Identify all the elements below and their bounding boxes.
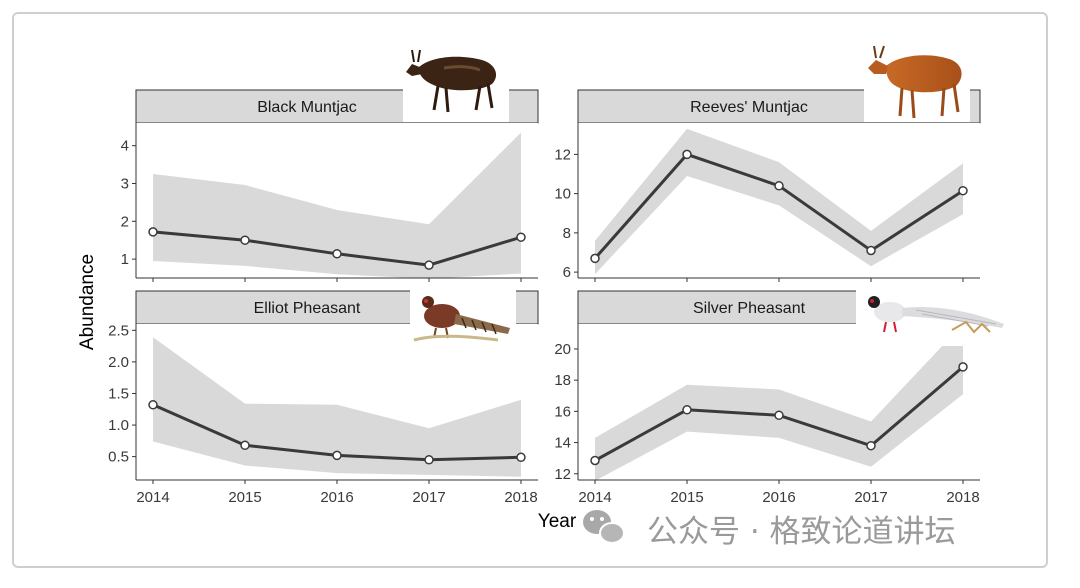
x-axis-title: Year <box>538 511 577 532</box>
y-tick-label: 10 <box>554 186 571 203</box>
y-tick-label: 6 <box>563 264 571 281</box>
data-point <box>240 235 250 245</box>
data-point <box>148 227 158 237</box>
watermark-text: 公众号 · 格致论道讲坛 <box>647 514 956 550</box>
y-tick-label: 12 <box>554 466 571 483</box>
y-tick-label: 18 <box>554 372 571 389</box>
data-point <box>332 249 342 259</box>
y-tick-label: 1 <box>121 251 129 268</box>
y-axis-title: Abundance <box>77 254 98 350</box>
y-tick-label: 1.5 <box>108 385 129 402</box>
y-tick-label: 2.5 <box>108 322 129 339</box>
elliot-pheasant-illustration <box>410 282 516 344</box>
x-tick-label: 2018 <box>946 489 979 506</box>
y-tick-label: 12 <box>554 146 571 163</box>
x-tick-label: 2017 <box>854 489 887 506</box>
data-point <box>148 400 158 410</box>
y-tick-label: 20 <box>554 341 571 358</box>
y-tick-label: 8 <box>563 225 571 242</box>
facet-panel: Black Muntjac 1 2 3 4 <box>121 89 539 282</box>
y-tick-label: 2.0 <box>108 354 129 371</box>
data-point <box>424 455 434 465</box>
data-point <box>590 253 600 264</box>
facet-strip-label: Reeves' Muntjac <box>690 99 808 116</box>
y-tick-label: 0.5 <box>108 449 129 466</box>
watermark: 公众号 · 格致论道讲坛 <box>583 510 956 550</box>
reeves-muntjac-illustration <box>864 42 970 122</box>
black-muntjac-illustration <box>403 42 509 122</box>
data-point <box>516 232 526 242</box>
x-tick-label: 2014 <box>578 489 611 506</box>
data-point <box>866 440 876 451</box>
x-tick-label: 2018 <box>504 489 537 506</box>
data-point <box>424 260 434 270</box>
y-tick-label: 1.0 <box>108 417 129 434</box>
data-point <box>958 185 968 196</box>
x-tick-label: 2014 <box>136 489 169 506</box>
data-point <box>590 455 600 466</box>
data-point <box>774 410 784 421</box>
data-point <box>332 450 342 461</box>
data-point <box>774 181 784 191</box>
confidence-ribbon <box>595 128 963 275</box>
data-point <box>516 452 526 463</box>
y-tick-label: 2 <box>121 213 129 230</box>
y-tick-label: 3 <box>121 175 129 192</box>
y-tick-label: 14 <box>554 435 571 452</box>
data-point <box>682 149 692 160</box>
data-point <box>682 405 692 415</box>
wechat-icon <box>583 510 625 544</box>
data-point <box>240 440 250 451</box>
facet-strip-label: Elliot Pheasant <box>254 300 361 317</box>
silver-pheasant-illustration <box>856 284 1016 346</box>
x-tick-label: 2016 <box>320 489 353 506</box>
x-tick-label: 2015 <box>670 489 703 506</box>
y-tick-label: 16 <box>554 403 571 420</box>
x-tick-label: 2015 <box>228 489 261 506</box>
data-point <box>866 245 876 256</box>
y-tick-label: 4 <box>121 138 129 155</box>
x-tick-label: 2017 <box>412 489 445 506</box>
facet-panel: Elliot Pheasant 0.5 1.0 1.5 2.0 2.5 2014 2015 20… <box>108 290 539 506</box>
data-point <box>958 362 968 372</box>
x-tick-label: 2016 <box>762 489 795 506</box>
facet-strip-label: Silver Pheasant <box>693 300 806 317</box>
facet-strip-label: Black Muntjac <box>257 99 357 116</box>
